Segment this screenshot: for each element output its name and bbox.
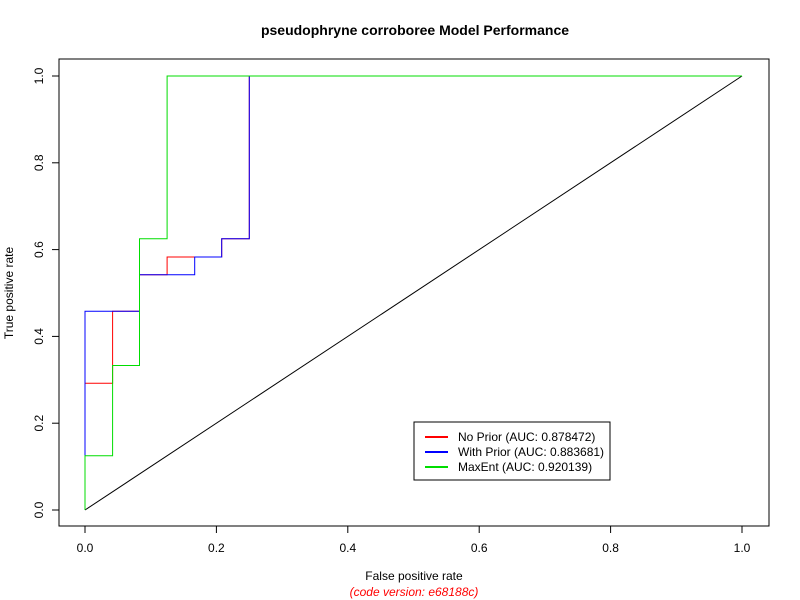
x-tick-label: 0.0: [77, 541, 94, 555]
x-tick-label: 0.4: [339, 541, 356, 555]
y-tick-label: 0.0: [32, 501, 46, 518]
y-tick-label: 0.8: [32, 154, 46, 171]
legend-label-2: With Prior (AUC: 0.883681): [458, 445, 604, 459]
y-tick-label: 1.0: [32, 67, 46, 84]
y-axis-label: True positive rate: [2, 247, 16, 340]
x-tick-label: 0.8: [602, 541, 619, 555]
legend-label-3: MaxEnt (AUC: 0.920139): [458, 460, 592, 474]
x-tick-label: 0.2: [208, 541, 225, 555]
y-tick-label: 0.2: [32, 415, 46, 432]
chart-title: pseudophryne corroboree Model Performanc…: [261, 22, 569, 38]
roc-curve-series-3: [84, 75, 742, 510]
x-tick-label: 0.6: [471, 541, 488, 555]
legend-label-1: No Prior (AUC: 0.878472): [458, 430, 595, 444]
x-axis-label: False positive rate: [365, 569, 463, 583]
code-version-caption: (code version: e68188c): [350, 585, 479, 599]
plot-lines: [84, 75, 743, 511]
chance-diagonal-line: [84, 75, 743, 511]
y-tick-label: 0.4: [32, 328, 46, 345]
y-tick-label: 0.6: [32, 241, 46, 258]
x-axis: 0.0 0.2 0.4 0.6 0.8 1.0: [77, 525, 751, 555]
x-tick-label: 1.0: [734, 541, 751, 555]
roc-curve-series-2: [84, 75, 742, 510]
y-axis: 0.0 0.2 0.4 0.6 0.8 1.0: [32, 67, 60, 518]
legend: No Prior (AUC: 0.878472)With Prior (AUC:…: [413, 421, 611, 481]
